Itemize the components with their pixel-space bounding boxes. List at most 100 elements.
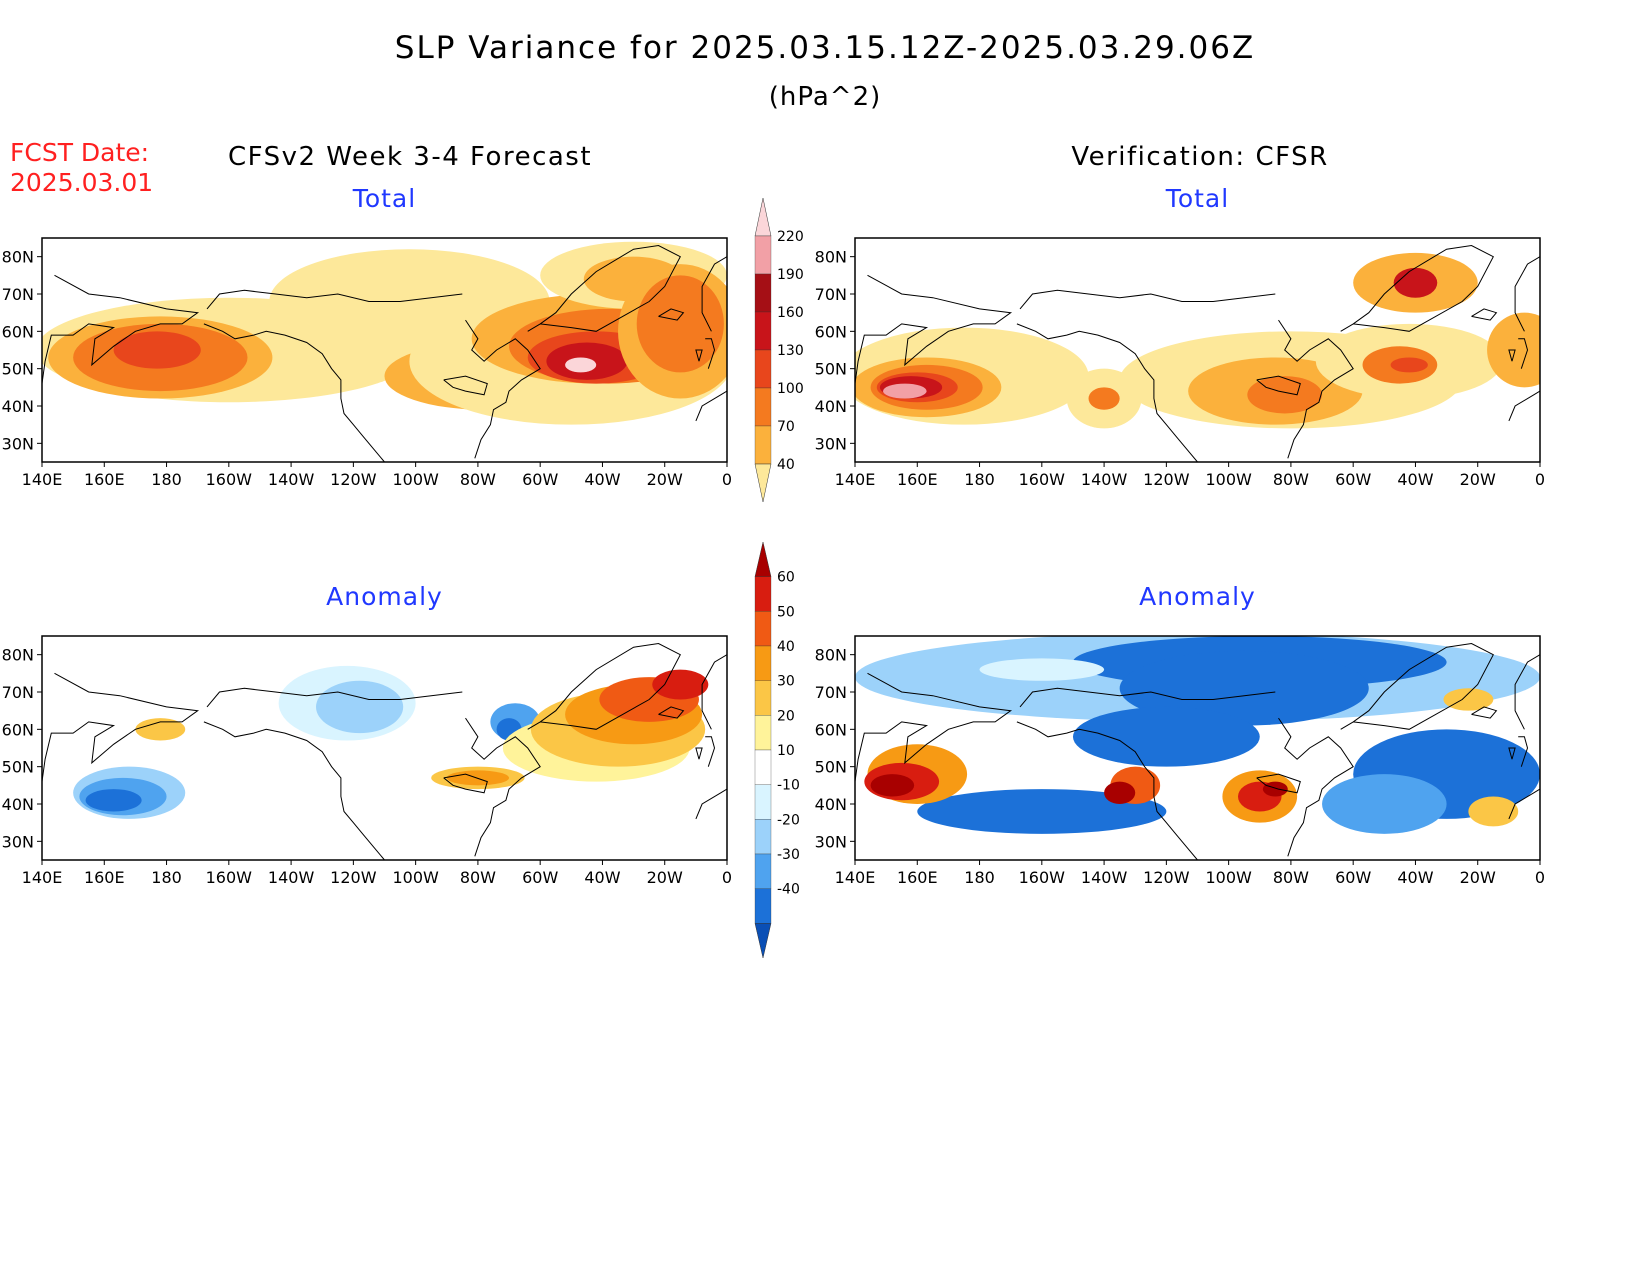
lon-tick-label: 80W xyxy=(1273,868,1309,887)
colorbar-swatch xyxy=(754,611,772,647)
coastline xyxy=(465,319,541,459)
lon-tick-label: 160W xyxy=(206,470,253,489)
coastline xyxy=(701,256,727,332)
lat-tick-label: 60N xyxy=(2,720,34,739)
contour-region xyxy=(1393,267,1438,298)
contour-region xyxy=(1072,706,1260,767)
verification-heading: Verification: CFSR xyxy=(1071,142,1329,172)
coastline xyxy=(1016,721,1198,860)
lon-tick-label: 160E xyxy=(897,470,938,489)
colorbar-label: 130 xyxy=(777,343,804,359)
colorbar-swatch xyxy=(754,273,772,313)
contour-region xyxy=(1443,688,1494,711)
colorbar-swatch xyxy=(754,349,772,389)
coastline xyxy=(206,687,463,708)
coastline xyxy=(1514,256,1540,332)
coastline xyxy=(203,721,385,860)
total-colorbar: 40 70 100 130 160 190 220 xyxy=(754,197,804,503)
lat-tick-label: 70N xyxy=(815,285,847,304)
colorbar-swatch xyxy=(754,576,772,612)
contour-region xyxy=(316,680,404,734)
lon-tick-label: 20W xyxy=(647,470,683,489)
colorbar-label: 30 xyxy=(777,674,795,690)
coastline xyxy=(1340,244,1494,332)
lon-tick-label: 120W xyxy=(1143,470,1190,489)
lon-tick-label: 180 xyxy=(151,868,182,887)
lon-tick-label: 80W xyxy=(460,470,496,489)
contour-region xyxy=(1468,796,1519,827)
lat-tick-label: 50N xyxy=(815,758,847,777)
lat-tick-label: 40N xyxy=(2,795,34,814)
colorbar-cap xyxy=(754,197,772,237)
contour-region xyxy=(1390,357,1428,373)
lon-tick-label: 180 xyxy=(964,868,995,887)
lat-tick-label: 60N xyxy=(815,720,847,739)
coastline xyxy=(658,308,685,321)
coastline xyxy=(695,747,703,760)
lon-tick-label: 40W xyxy=(1397,868,1433,887)
lon-tick-label: 40W xyxy=(584,868,620,887)
colorbar-label: 10 xyxy=(777,743,795,759)
map-panel-verif-total: 80N 70N 60N 50N 40N 30N 140E 160E 180 160W 140W 120… xyxy=(815,237,1545,489)
map-fill xyxy=(42,636,727,860)
colorbar-label: 20 xyxy=(777,708,795,724)
coastline xyxy=(1016,323,1198,462)
colorbar-swatch xyxy=(754,311,772,351)
colorbar-swatch xyxy=(754,749,772,785)
coastline xyxy=(527,244,681,332)
lon-tick-label: 120W xyxy=(330,470,377,489)
colorbar-swatch xyxy=(754,645,772,681)
lon-tick-label: 20W xyxy=(1460,868,1496,887)
lon-tick-label: 0 xyxy=(1535,470,1545,489)
lat-tick-label: 50N xyxy=(2,360,34,379)
contour-region xyxy=(1247,376,1323,414)
lon-tick-label: 60W xyxy=(522,470,558,489)
coastline xyxy=(1508,788,1540,820)
coastline xyxy=(1471,308,1498,321)
lat-tick-label: 70N xyxy=(815,683,847,702)
colorbar-swatch xyxy=(754,853,772,889)
coastline xyxy=(695,788,727,820)
fcst-anomaly-label: Anomaly xyxy=(326,582,443,611)
lat-tick-label: 60N xyxy=(815,322,847,341)
lon-tick-label: 20W xyxy=(1460,470,1496,489)
colorbar-label: -30 xyxy=(777,847,800,863)
coastline xyxy=(1278,319,1354,459)
lat-tick-label: 30N xyxy=(815,434,847,453)
lat-tick-label: 40N xyxy=(815,397,847,416)
lat-tick-label: 30N xyxy=(815,832,847,851)
lon-tick-label: 160W xyxy=(1019,470,1066,489)
lat-tick-label: 50N xyxy=(2,758,34,777)
coastline xyxy=(203,323,385,462)
map-fill xyxy=(855,238,1540,462)
colorbar-label: 190 xyxy=(777,267,804,283)
lon-tick-label: 60W xyxy=(522,868,558,887)
lon-tick-label: 40W xyxy=(584,470,620,489)
colorbar-label: 40 xyxy=(777,457,795,473)
contour-region xyxy=(1487,312,1540,388)
lat-tick-label: 80N xyxy=(2,646,34,665)
contour-region xyxy=(135,718,186,741)
coastline xyxy=(1518,338,1529,369)
lon-tick-label: 160W xyxy=(206,868,253,887)
coastline xyxy=(695,390,727,422)
coastline xyxy=(695,349,703,362)
lon-tick-label: 140E xyxy=(835,470,876,489)
lon-tick-label: 120W xyxy=(1143,868,1190,887)
contour-region xyxy=(85,789,142,812)
lon-tick-label: 140W xyxy=(1081,868,1128,887)
lon-tick-label: 0 xyxy=(1535,868,1545,887)
contour-region xyxy=(883,383,927,399)
lat-tick-label: 80N xyxy=(2,248,34,267)
verif-anomaly-label: Anomaly xyxy=(1139,582,1256,611)
contour-region xyxy=(1322,774,1447,834)
coastline xyxy=(42,274,200,384)
colorbar-swatch xyxy=(754,715,772,751)
contour-region xyxy=(636,275,724,373)
lon-tick-label: 0 xyxy=(722,868,732,887)
lon-tick-label: 60W xyxy=(1335,868,1371,887)
colorbar-swatch xyxy=(754,680,772,716)
lon-tick-label: 180 xyxy=(964,470,995,489)
lat-tick-label: 70N xyxy=(2,285,34,304)
map-panel-fcst-anomaly: 80N 70N 60N 50N 40N 30N 140E 160E 180 160W 140W 120… xyxy=(2,635,732,887)
